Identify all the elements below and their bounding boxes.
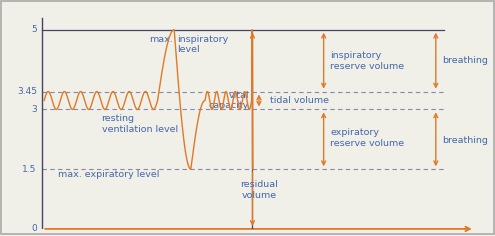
Text: breathing: breathing (443, 56, 488, 65)
Text: 0: 0 (31, 224, 37, 233)
Text: breathing: breathing (443, 136, 488, 145)
Text: inspiratory: inspiratory (177, 35, 228, 44)
Text: max.: max. (149, 35, 173, 44)
Text: reserve volume: reserve volume (330, 62, 404, 71)
Text: tidal volume: tidal volume (270, 96, 329, 105)
Text: vital: vital (229, 91, 249, 100)
Text: 5: 5 (31, 25, 37, 34)
Text: 1.5: 1.5 (22, 165, 37, 174)
Text: reserve volume: reserve volume (330, 139, 404, 148)
Text: volume: volume (242, 191, 277, 200)
Text: 3: 3 (31, 105, 37, 114)
Text: level: level (177, 45, 199, 54)
Text: residual: residual (240, 180, 278, 189)
Text: resting: resting (101, 114, 135, 123)
Text: 3.45: 3.45 (17, 87, 37, 96)
Text: capacity: capacity (209, 101, 249, 110)
Text: ventilation level: ventilation level (101, 125, 178, 134)
Text: max. expiratory level: max. expiratory level (58, 170, 160, 179)
Text: inspiratory: inspiratory (330, 51, 381, 60)
Text: expiratory: expiratory (330, 128, 379, 137)
